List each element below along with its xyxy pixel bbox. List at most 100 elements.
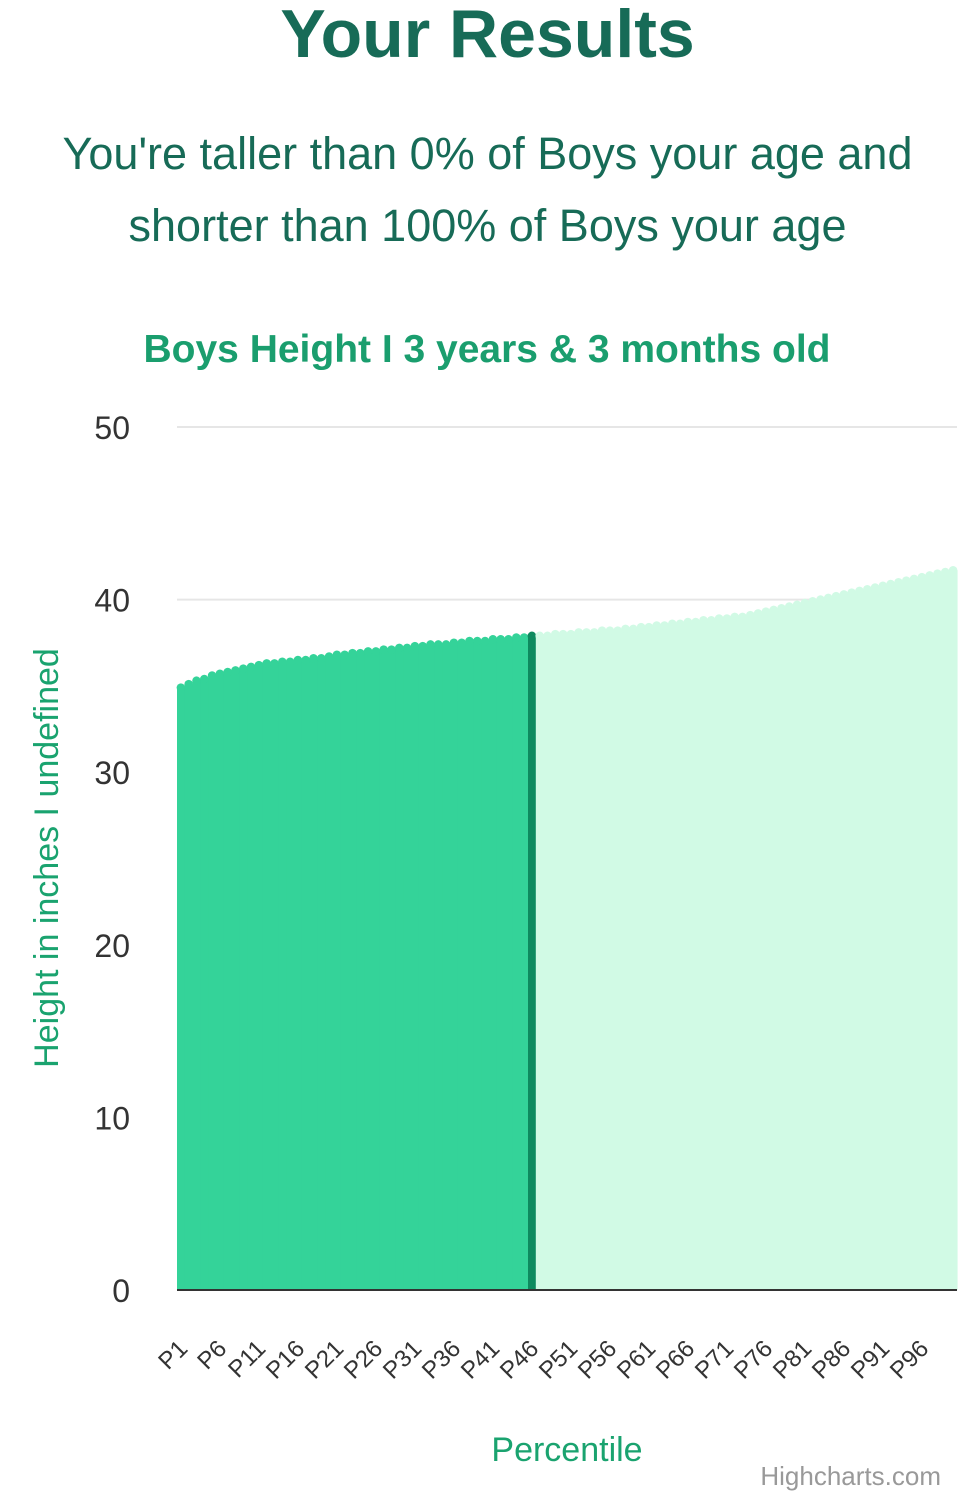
- bar[interactable]: [574, 632, 584, 1290]
- bar[interactable]: [403, 647, 412, 1290]
- bar[interactable]: [379, 649, 389, 1290]
- bar[interactable]: [442, 644, 451, 1290]
- bar[interactable]: [723, 618, 732, 1290]
- bar[interactable]: [925, 575, 935, 1290]
- credits-link[interactable]: Highcharts.com: [760, 1461, 941, 1491]
- bar[interactable]: [301, 660, 311, 1290]
- bar[interactable]: [847, 592, 857, 1290]
- bar[interactable]: [933, 573, 942, 1290]
- bar[interactable]: [801, 603, 810, 1290]
- bar[interactable]: [691, 622, 701, 1290]
- bar[interactable]: [216, 673, 225, 1290]
- bar[interactable]: [286, 661, 295, 1290]
- bar[interactable]: [317, 658, 326, 1290]
- bar[interactable]: [902, 580, 911, 1290]
- bar[interactable]: [613, 630, 623, 1290]
- bar[interactable]: [746, 615, 755, 1290]
- bar[interactable]: [769, 609, 779, 1290]
- bar[interactable]: [894, 582, 903, 1290]
- bar[interactable]: [879, 585, 888, 1290]
- bar[interactable]: [278, 661, 287, 1290]
- bar[interactable]: [863, 589, 872, 1290]
- bar[interactable]: [262, 663, 272, 1290]
- bar[interactable]: [309, 658, 318, 1290]
- bar[interactable]: [489, 639, 498, 1290]
- bar[interactable]: [910, 578, 919, 1290]
- bar[interactable]: [512, 637, 521, 1290]
- bar[interactable]: [418, 646, 428, 1290]
- bar[interactable]: [465, 641, 474, 1290]
- bar[interactable]: [559, 634, 568, 1290]
- bar[interactable]: [715, 618, 724, 1290]
- bar[interactable]: [481, 641, 490, 1290]
- bar[interactable]: [590, 632, 599, 1290]
- bar[interactable]: [294, 660, 303, 1290]
- bar[interactable]: [793, 604, 802, 1290]
- bar[interactable]: [645, 627, 654, 1290]
- bar[interactable]: [949, 570, 958, 1290]
- bar[interactable]: [668, 623, 677, 1290]
- bar[interactable]: [629, 628, 638, 1290]
- bar[interactable]: [652, 625, 662, 1290]
- bar[interactable]: [699, 620, 708, 1290]
- bar[interactable]: [567, 634, 576, 1290]
- bar[interactable]: [192, 680, 201, 1290]
- bar[interactable]: [434, 644, 443, 1290]
- bar[interactable]: [231, 670, 240, 1290]
- bar[interactable]: [333, 654, 342, 1290]
- bar[interactable]: [684, 622, 693, 1290]
- bar[interactable]: [582, 632, 591, 1290]
- bar[interactable]: [239, 668, 248, 1290]
- bar[interactable]: [543, 635, 552, 1290]
- bar[interactable]: [816, 599, 825, 1290]
- bar[interactable]: [676, 623, 685, 1290]
- bar[interactable]: [730, 616, 740, 1290]
- bar[interactable]: [364, 651, 373, 1290]
- bar[interactable]: [832, 596, 841, 1290]
- bar[interactable]: [707, 620, 716, 1290]
- bar[interactable]: [372, 651, 381, 1290]
- bar[interactable]: [348, 653, 357, 1290]
- bar[interactable]: [270, 663, 279, 1290]
- bar[interactable]: [886, 584, 896, 1290]
- bar[interactable]: [426, 644, 435, 1290]
- bar[interactable]: [411, 646, 420, 1290]
- bar-user-marker[interactable]: [528, 635, 537, 1290]
- bar[interactable]: [450, 642, 459, 1290]
- bar[interactable]: [356, 653, 365, 1290]
- bar[interactable]: [660, 625, 669, 1290]
- bar[interactable]: [606, 630, 615, 1290]
- bar[interactable]: [941, 571, 950, 1290]
- bar[interactable]: [325, 656, 334, 1290]
- bar[interactable]: [598, 630, 607, 1290]
- bar[interactable]: [504, 639, 513, 1290]
- bar[interactable]: [395, 647, 404, 1290]
- bar[interactable]: [918, 577, 927, 1290]
- bar[interactable]: [496, 639, 506, 1290]
- bar[interactable]: [621, 628, 630, 1290]
- bar[interactable]: [223, 672, 233, 1290]
- bar[interactable]: [247, 666, 256, 1290]
- bar[interactable]: [808, 601, 818, 1290]
- bar[interactable]: [871, 587, 880, 1290]
- bar[interactable]: [520, 637, 529, 1290]
- bar[interactable]: [473, 641, 482, 1290]
- bar[interactable]: [738, 616, 747, 1290]
- bar[interactable]: [387, 649, 396, 1290]
- bar[interactable]: [637, 627, 646, 1290]
- bar[interactable]: [457, 642, 467, 1290]
- bar[interactable]: [777, 608, 786, 1290]
- bar[interactable]: [824, 597, 833, 1290]
- bar[interactable]: [785, 606, 794, 1290]
- bar[interactable]: [255, 665, 264, 1290]
- bar[interactable]: [762, 611, 771, 1290]
- bar[interactable]: [551, 634, 560, 1290]
- bar[interactable]: [855, 590, 864, 1290]
- bar[interactable]: [200, 678, 209, 1290]
- bar[interactable]: [184, 684, 194, 1290]
- bar[interactable]: [340, 654, 350, 1290]
- bar[interactable]: [177, 687, 186, 1290]
- bar[interactable]: [754, 613, 763, 1290]
- bar[interactable]: [208, 675, 217, 1290]
- bar[interactable]: [840, 594, 849, 1290]
